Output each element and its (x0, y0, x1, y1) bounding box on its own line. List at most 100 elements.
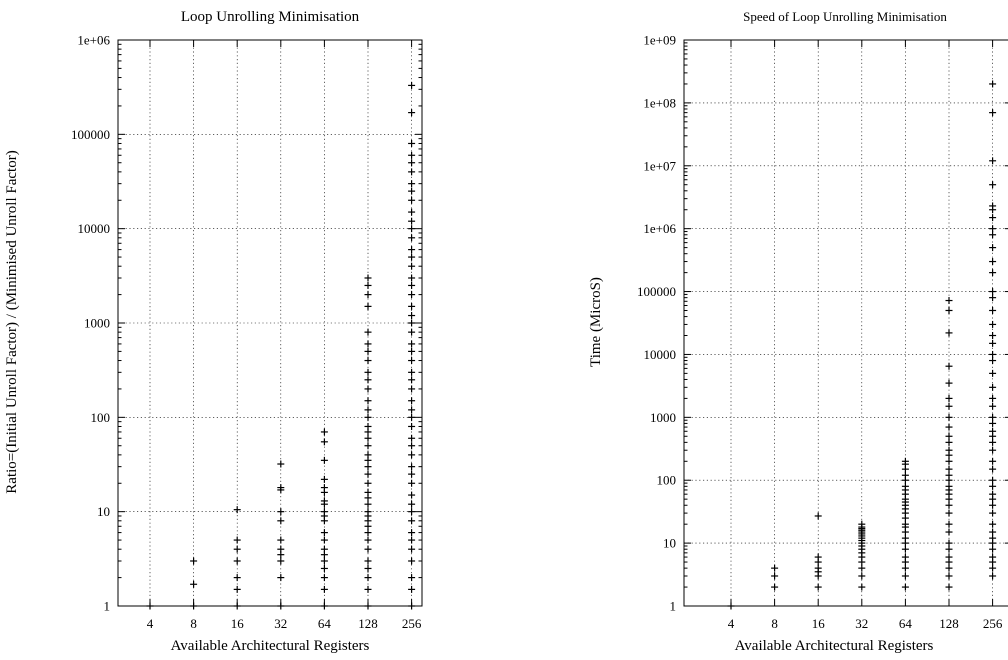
x-tick-label: 64 (899, 616, 913, 631)
data-point (989, 476, 997, 484)
data-point (989, 553, 997, 561)
data-point (408, 208, 416, 216)
data-point (989, 269, 997, 277)
data-point (364, 602, 372, 610)
data-point (945, 438, 953, 446)
data-point (233, 557, 241, 565)
x-tick-label: 128 (939, 616, 959, 631)
data-point (320, 438, 328, 446)
data-point (408, 602, 416, 610)
y-tick-label: 100000 (637, 284, 676, 299)
data-point (945, 553, 953, 561)
data-point (989, 157, 997, 165)
data-point (320, 484, 328, 492)
data-point (989, 294, 997, 302)
y-tick-label: 1e+06 (643, 221, 676, 236)
data-point (408, 217, 416, 225)
data-point (989, 446, 997, 454)
data-point (989, 244, 997, 252)
data-point (408, 470, 416, 478)
data-point (989, 520, 997, 528)
data-point (408, 376, 416, 384)
data-point (989, 202, 997, 210)
data-point (364, 574, 372, 582)
data-point (146, 602, 154, 610)
data-point (858, 583, 866, 591)
y-tick-label: 1 (104, 599, 111, 614)
data-point (989, 320, 997, 328)
data-point (277, 460, 285, 468)
data-point (989, 534, 997, 542)
data-point (408, 262, 416, 270)
data-point (408, 397, 416, 405)
y-tick-label: 1e+09 (643, 33, 676, 48)
data-point (277, 574, 285, 582)
data-point (408, 406, 416, 414)
data-point (408, 517, 416, 525)
data-point (233, 585, 241, 593)
data-point (989, 419, 997, 427)
data-point (320, 564, 328, 572)
data-point (364, 302, 372, 310)
data-point (901, 553, 909, 561)
data-point (320, 585, 328, 593)
data-point (408, 479, 416, 487)
y-tick-label: 100 (657, 473, 677, 488)
data-point (320, 536, 328, 544)
data-point (945, 423, 953, 431)
data-point (901, 471, 909, 479)
data-point (320, 545, 328, 553)
data-point (364, 545, 372, 553)
x-axis-label: Available Architectural Registers (735, 638, 934, 654)
data-point (364, 281, 372, 289)
data-point (945, 539, 953, 547)
data-point (408, 81, 416, 89)
data-point (190, 557, 198, 565)
data-point (190, 602, 198, 610)
data-point (989, 332, 997, 340)
data-point (901, 572, 909, 580)
data-point (233, 506, 241, 514)
data-point (408, 246, 416, 254)
data-point (408, 413, 416, 421)
data-point (901, 457, 909, 465)
data-point (989, 509, 997, 517)
data-point (858, 564, 866, 572)
data-point (408, 291, 416, 299)
data-point (364, 585, 372, 593)
data-point (364, 479, 372, 487)
y-tick-label: 1e+07 (643, 158, 676, 173)
y-tick-label: 100 (91, 410, 111, 425)
data-point (190, 580, 198, 588)
data-point (945, 564, 953, 572)
ratio-chart: Loop Unrolling Minimisation Ratio=(Initia… (4, 9, 423, 654)
data-point (320, 456, 328, 464)
data-point (901, 482, 909, 490)
data-point (989, 225, 997, 233)
data-point (364, 274, 372, 282)
data-point (814, 512, 822, 520)
x-tick-label: 64 (318, 616, 332, 631)
data-point (277, 484, 285, 492)
data-point (945, 465, 953, 473)
data-point (989, 564, 997, 572)
data-point (364, 291, 372, 299)
data-point (408, 451, 416, 459)
x-tick-label: 8 (190, 616, 197, 631)
y-axis-label: Ratio=(Initial Unroll Factor) / (Minimis… (4, 150, 20, 493)
data-point (858, 572, 866, 580)
data-point (408, 328, 416, 336)
data-point (320, 428, 328, 436)
data-point (364, 442, 372, 450)
data-point (989, 369, 997, 377)
x-tick-label: 16 (812, 616, 826, 631)
x-tick-label: 256 (402, 616, 422, 631)
data-point (364, 536, 372, 544)
data-point (989, 181, 997, 189)
data-point (408, 180, 416, 188)
data-point (945, 306, 953, 314)
y-tick-label: 1000 (650, 410, 676, 425)
data-point (408, 253, 416, 261)
data-point (408, 574, 416, 582)
